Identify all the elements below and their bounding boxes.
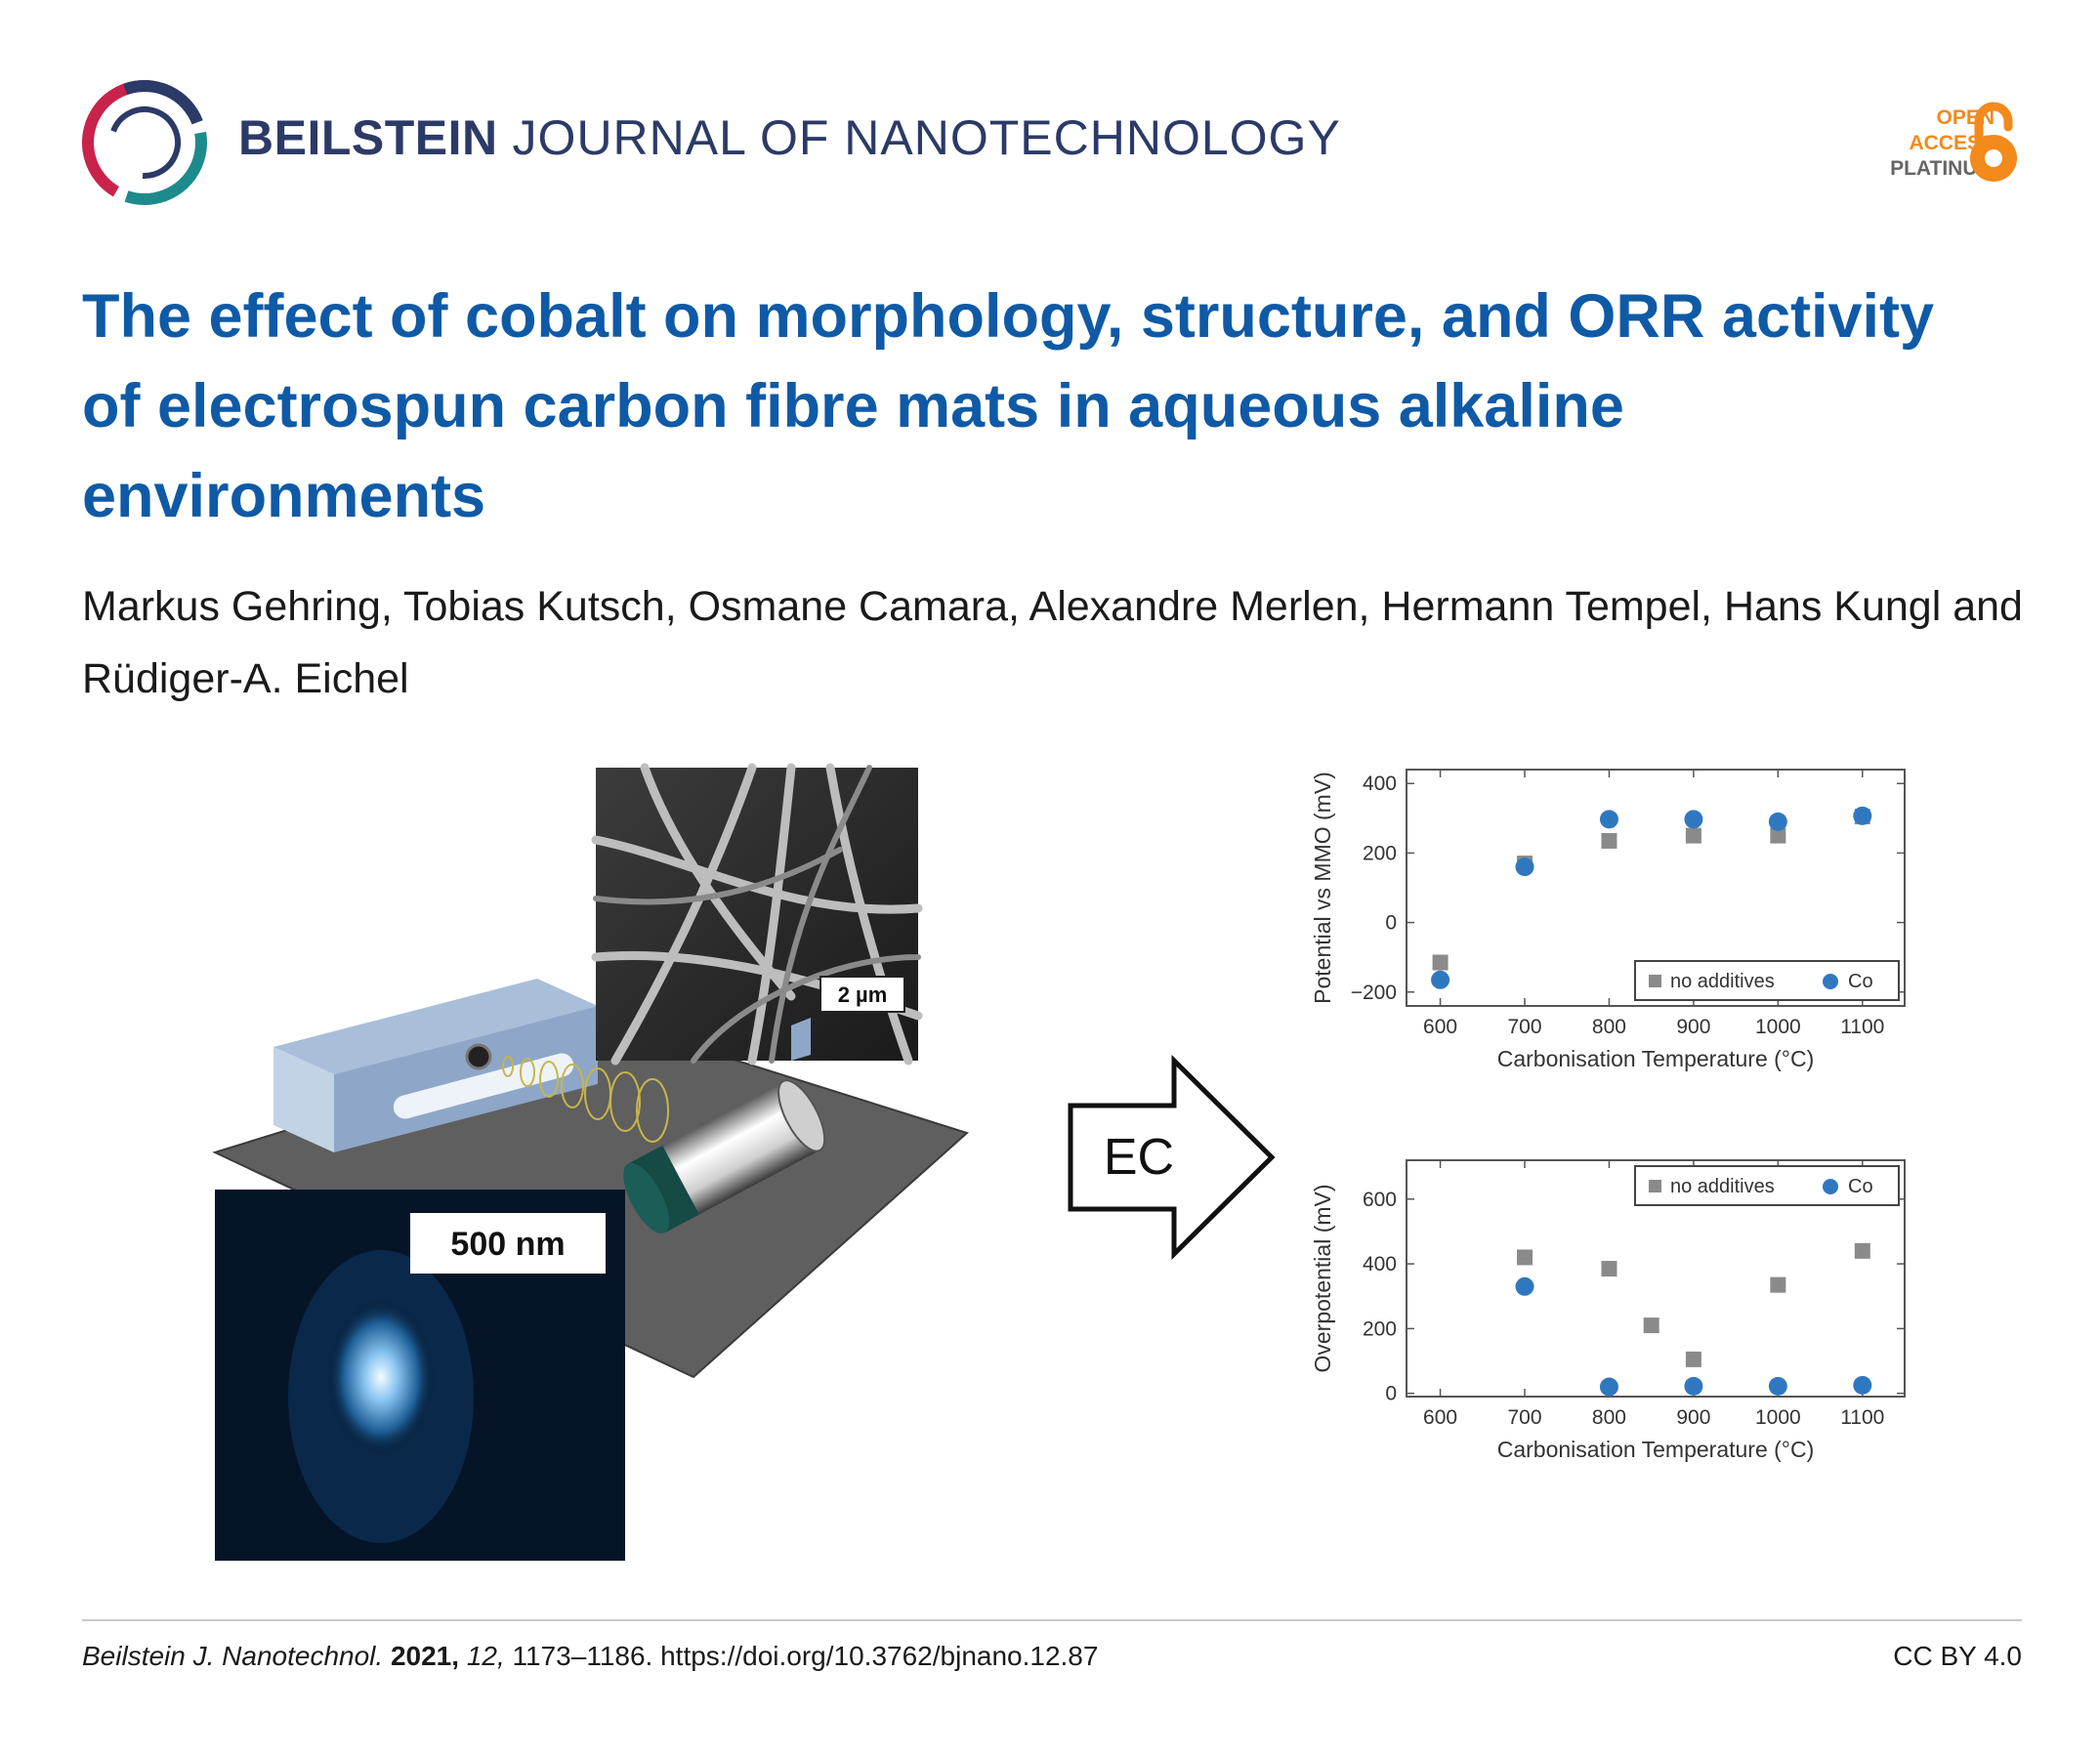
legend-box: [1634, 1165, 1900, 1206]
data-point-square: [1432, 954, 1449, 971]
journal-name-rest: JOURNAL OF NANOTECHNOLOGY: [512, 110, 1341, 165]
y-axis-label: Potential vs MMO (mV): [1310, 772, 1335, 1004]
y-tick-label: 600: [1363, 1189, 1397, 1211]
data-point-circle: [1599, 1377, 1618, 1397]
x-axis-label: Carbonisation Temperature (°C): [1497, 1437, 1815, 1462]
open-access-lock-icon: [1970, 102, 2017, 182]
ec-arrow-label: EC: [1104, 1129, 1174, 1186]
x-axis-label: Carbonisation Temperature (°C): [1497, 1046, 1815, 1071]
license: CC BY 4.0: [1893, 1641, 2022, 1671]
y-tick-label: 400: [1363, 1253, 1397, 1275]
legend-marker-square: [1649, 975, 1661, 987]
x-tick-label: 1100: [1840, 1016, 1884, 1038]
y-tick-label: 200: [1363, 1317, 1397, 1340]
citation-volume: 12,: [466, 1641, 505, 1671]
data-point-square: [1685, 1351, 1701, 1367]
x-tick-label: 1000: [1755, 1016, 1801, 1038]
data-point-circle: [1853, 1375, 1872, 1395]
data-point-square: [1685, 827, 1701, 844]
x-tick-label: 700: [1507, 1016, 1541, 1038]
legend-label: Co: [1848, 971, 1873, 992]
electrode-cylinder: [623, 1079, 826, 1234]
journal-name: BEILSTEIN JOURNAL OF NANOTECHNOLOGY: [238, 109, 1341, 166]
data-point-square: [1601, 1261, 1617, 1277]
data-point-circle: [1768, 1376, 1787, 1396]
data-point-square: [1770, 827, 1786, 844]
sem-scale-bar-label: 2 µm: [838, 983, 888, 1007]
citation-pages-doi[interactable]: 1173–1186. https://doi.org/10.3762/bjnan…: [512, 1641, 1099, 1671]
potential-chart: 600 700 800 900 1000 1100 −200 0 200 400 Carbonisa…: [1310, 769, 1906, 1071]
legend-label: Co: [1848, 1176, 1873, 1197]
x-tick-label: 900: [1676, 1016, 1710, 1038]
ec-arrow: EC: [1068, 1055, 1276, 1260]
data-point-circle: [1431, 970, 1450, 989]
fibre-jet: [502, 1056, 669, 1143]
y-tick-label: 400: [1363, 773, 1397, 795]
y-tick-label: −200: [1351, 982, 1397, 1004]
journal-logo-icon: [82, 80, 207, 205]
citation-journal: Beilstein J. Nanotechnol.: [82, 1641, 384, 1671]
x-tick-label: 600: [1423, 1406, 1457, 1429]
journal-name-bold: BEILSTEIN: [238, 110, 498, 165]
x-tick-label: 1000: [1755, 1406, 1801, 1429]
y-tick-label: 0: [1385, 912, 1397, 935]
overpotential-chart: 600 700 800 900 1000 1100 0 200 400 600 Carbonisat…: [1310, 1159, 1906, 1462]
data-point-circle: [1853, 806, 1872, 825]
citation-year: 2021,: [390, 1641, 460, 1671]
data-point-circle: [1768, 812, 1787, 831]
data-point-circle: [1684, 1376, 1703, 1396]
x-tick-label: 800: [1592, 1406, 1626, 1429]
tem-scale-bar-label: 500 nm: [450, 1226, 565, 1263]
legend-marker-circle: [1823, 1179, 1838, 1194]
y-tick-label: 0: [1385, 1383, 1397, 1405]
legend-box: [1634, 960, 1900, 1001]
legend-marker-circle: [1823, 974, 1838, 989]
x-tick-label: 1100: [1840, 1406, 1884, 1429]
citation: Beilstein J. Nanotechnol. 2021, 12, 1173…: [82, 1641, 1098, 1672]
sem-micrograph: 2 µm: [591, 763, 923, 1066]
data-point-square: [1854, 1242, 1870, 1259]
data-point-square: [1770, 1276, 1786, 1293]
data-point-circle: [1599, 810, 1618, 829]
data-point-square: [1643, 1317, 1659, 1334]
data-point-square: [1517, 1249, 1533, 1266]
x-tick-label: 800: [1592, 1016, 1626, 1038]
data-point-circle: [1684, 810, 1703, 829]
legend-label: no additives: [1670, 971, 1775, 992]
x-tick-label: 700: [1507, 1406, 1541, 1429]
data-point-square: [1601, 832, 1617, 849]
footer-divider: [82, 1619, 2022, 1621]
graphical-abstract-illustration: 2 µm 500 nm: [212, 763, 969, 1561]
legend-label: no additives: [1670, 1176, 1775, 1197]
y-tick-label: 200: [1363, 842, 1397, 864]
data-point-circle: [1515, 857, 1534, 877]
data-point-circle: [1515, 1276, 1534, 1296]
x-tick-label: 600: [1423, 1016, 1457, 1038]
oa-line-platinum: PLATINUM: [1890, 157, 1995, 180]
article-title: The effect of cobalt on morphology, stru…: [82, 282, 1935, 530]
x-tick-label: 900: [1676, 1406, 1710, 1429]
tem-micrograph: 500 nm: [215, 1190, 625, 1561]
spinneret-nozzle: [465, 1043, 492, 1070]
legend-marker-square: [1649, 1180, 1661, 1192]
article-authors: Markus Gehring, Tobias Kutsch, Osmane Ca…: [82, 583, 2023, 702]
y-axis-label: Overpotential (mV): [1310, 1184, 1335, 1372]
